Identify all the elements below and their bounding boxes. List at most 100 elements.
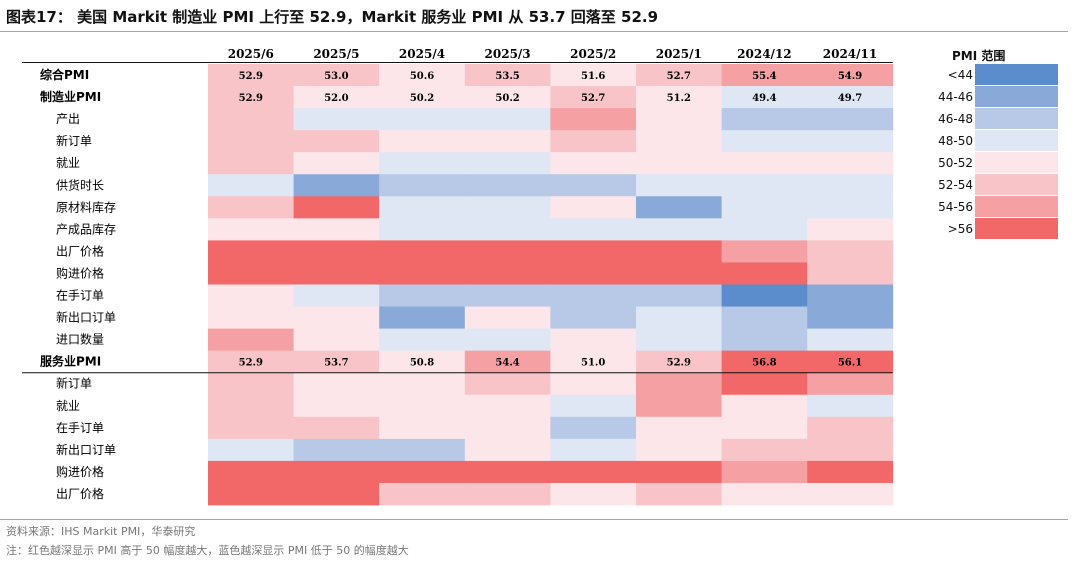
heatmap-cell (550, 130, 637, 153)
legend-label: <44 (947, 68, 973, 82)
heatmap-cell (550, 394, 637, 418)
row-label: 出厂价格 (56, 243, 104, 258)
heatmap-cell (464, 482, 551, 506)
cell-value: 51.6 (581, 71, 605, 82)
column-header: 2025/3 (485, 47, 531, 61)
heatmap-cell (293, 86, 380, 109)
heatmap-cell (807, 460, 894, 484)
heatmap-cell (721, 240, 808, 263)
cell-value: 49.4 (752, 93, 776, 104)
heatmap-cell (293, 262, 380, 285)
legend-item: <44 (918, 64, 1058, 86)
cell-value: 51.0 (581, 358, 605, 369)
legend-item: 46-48 (918, 108, 1058, 130)
color-note: 注：红色越深显示 PMI 高于 50 幅度越大，蓝色越深显示 PMI 低于 50… (6, 544, 409, 557)
row-label: 产成品库存 (56, 221, 116, 236)
heatmap-cell (208, 196, 294, 219)
cell-value: 52.9 (239, 358, 263, 369)
heatmap-cell (550, 262, 637, 285)
heatmap-cell (379, 328, 466, 352)
heatmap-cell (464, 240, 551, 263)
legend-item: >56 (918, 218, 1058, 240)
heatmap-cell (721, 86, 808, 109)
heatmap-cell (636, 350, 722, 374)
heatmap-cell (807, 262, 894, 285)
heatmap-cell (379, 130, 466, 153)
legend-swatch (975, 152, 1058, 173)
heatmap-cell (379, 284, 466, 307)
heatmap-cell (550, 482, 637, 506)
heatmap-cell (636, 394, 722, 418)
heatmap-cell (208, 284, 294, 307)
heatmap-cell (550, 416, 637, 440)
row-label: 服务业PMI (40, 354, 101, 369)
cell-value: 49.7 (838, 93, 862, 104)
cell-value: 50.2 (495, 93, 519, 104)
heatmap-cell (293, 64, 380, 87)
heatmap-cell (208, 416, 294, 440)
heatmap-cell (208, 306, 294, 329)
heatmap-cell (379, 218, 466, 241)
heatmap-cell (721, 130, 808, 153)
heatmap-cell (807, 130, 894, 153)
heatmap-cell (379, 372, 466, 396)
column-header: 2024/12 (737, 47, 791, 61)
legend-label: 50-52 (938, 156, 973, 170)
legend-item: 54-56 (918, 196, 1058, 218)
heatmap-cell (208, 130, 294, 153)
heatmap-cell (550, 438, 637, 462)
cell-value: 52.9 (239, 93, 263, 104)
heatmap-cell (464, 394, 551, 418)
heatmap-cell (807, 284, 894, 307)
heatmap-cell (208, 372, 294, 396)
heatmap-cell (293, 240, 380, 263)
row-label: 供货时长 (56, 177, 104, 192)
column-header: 2025/1 (656, 47, 702, 61)
heatmap-cell (721, 482, 808, 506)
row-label: 原材料库存 (56, 199, 116, 214)
heatmap-cell (807, 174, 894, 197)
heatmap-cell (636, 174, 722, 197)
heatmap-cell (807, 240, 894, 263)
heatmap-cell (636, 86, 722, 109)
row-label: 产出 (56, 112, 80, 126)
heatmap-cell (721, 218, 808, 241)
legend-swatch (975, 86, 1058, 107)
heatmap-cell (464, 196, 551, 219)
heatmap-cell (636, 438, 722, 462)
column-header: 2025/5 (313, 47, 359, 61)
legend-title: PMI 范围 (952, 49, 1006, 63)
heatmap-cell (550, 196, 637, 219)
heatmap-cell (208, 262, 294, 285)
heatmap-cell (464, 130, 551, 153)
cell-value: 52.9 (667, 358, 691, 369)
heatmap-cell (293, 328, 380, 352)
heatmap-cell (464, 416, 551, 440)
row-label: 新出口订单 (56, 442, 116, 457)
cell-value: 50.2 (410, 93, 434, 104)
cell-value: 56.1 (838, 358, 862, 369)
heatmap-cell (721, 152, 808, 175)
heatmap-cell (721, 284, 808, 307)
row-label: 综合PMI (40, 67, 89, 82)
legend-label: 48-50 (938, 134, 973, 148)
heatmap-cell (807, 64, 894, 87)
heatmap-cell (293, 394, 380, 418)
heatmap-cell (721, 416, 808, 440)
heatmap-cell (721, 372, 808, 396)
heatmap-cell (636, 262, 722, 285)
heatmap-cell (379, 64, 466, 87)
legend-swatch (975, 218, 1058, 239)
heatmap-cell (379, 482, 466, 506)
heatmap-cell (208, 328, 294, 352)
heatmap-cell (721, 350, 808, 374)
legend-label: 44-46 (938, 90, 973, 104)
row-label: 进口数量 (56, 332, 104, 347)
heatmap-cell (550, 64, 637, 87)
legend-swatch (975, 174, 1058, 195)
heatmap-cell (208, 86, 294, 109)
chart-title: 图表17： 美国 Markit 制造业 PMI 上行至 52.9，Markit … (6, 8, 659, 26)
heatmap-cell (293, 130, 380, 153)
column-header: 2025/6 (228, 47, 274, 61)
cell-value: 54.4 (495, 358, 519, 369)
